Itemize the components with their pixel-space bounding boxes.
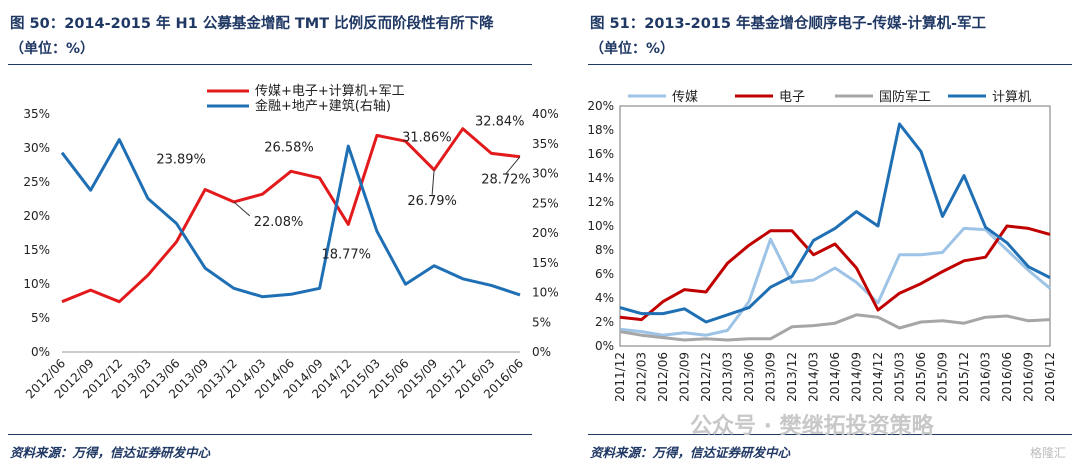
y-tick-label: 14%	[587, 171, 614, 185]
left-chart-title: 图 50：2014-2015 年 H1 公募基金增配 TMT 比例反而阶段性有所…	[10, 16, 494, 32]
right-y-tick-label: 10%	[532, 286, 559, 300]
y-tick-label: 16%	[587, 147, 614, 161]
series-line-media	[619, 226, 1051, 337]
right-chart-unit: （单位：%）	[590, 41, 675, 57]
data-label: 31.86%	[402, 130, 452, 145]
data-label: 26.58%	[264, 140, 314, 155]
left-chart-panel: 图 50：2014-2015 年 H1 公募基金增配 TMT 比例反而阶段性有所…	[8, 16, 559, 460]
plot-area-frame	[619, 105, 1051, 347]
data-label: 22.08%	[254, 215, 304, 230]
left-y-tick-label: 35%	[23, 107, 50, 121]
left-y-tick-label: 5%	[31, 311, 50, 325]
watermark-text: 公众号 · 樊继拓投资策略	[690, 414, 934, 439]
right-y-tick-label: 30%	[532, 167, 559, 181]
x-tick-label: 2016/09	[1022, 352, 1036, 402]
right-y-tick-label: 20%	[532, 226, 559, 240]
right-chart-title: 图 51：2013-2015 年基金增仓顺序电子-传媒-计算机-军工	[590, 16, 987, 32]
right-line-chart: 0% 2% 4% 6% 8% 10% 12% 14% 16% 18% 20% 2011/12 2012/…	[587, 89, 1057, 402]
x-tick-label: 2016/12	[1043, 352, 1057, 402]
x-tick-label: 2015/03	[893, 352, 907, 402]
data-label: 23.89%	[156, 153, 206, 168]
x-tick-label: 2014/09	[850, 352, 864, 402]
y-tick-label: 2%	[595, 315, 614, 329]
x-tick-label: 2015/09	[936, 352, 950, 402]
x-tick-label: 2015/12	[957, 352, 971, 402]
watermark-logo: 格隆汇	[1030, 446, 1067, 460]
y-tick-label: 4%	[595, 291, 614, 305]
x-tick-label: 2013/12	[785, 352, 799, 402]
series-line-tmt	[61, 127, 521, 304]
x-tick-label: 2013/09	[764, 352, 778, 402]
y-tick-label: 0%	[595, 339, 614, 353]
x-tick-label: 2015/06	[914, 352, 928, 402]
right-top-rule	[588, 64, 1072, 65]
legend-label: 计算机	[992, 90, 1031, 105]
left-chart-source: 资料来源：万得，信达证券研发中心	[10, 445, 211, 460]
data-label: 28.72%	[481, 173, 531, 188]
y-tick-label: 18%	[587, 123, 614, 137]
x-tick-label: 2012/09	[678, 352, 692, 402]
left-y-tick-label: 25%	[23, 175, 50, 189]
left-bottom-rule	[8, 434, 532, 435]
x-tick-label: 2016/03	[979, 352, 993, 402]
x-tick-label: 2014/06	[828, 352, 842, 402]
series-line-finance	[60, 138, 521, 299]
legend-label: 电子	[779, 90, 805, 105]
y-tick-label: 10%	[587, 219, 614, 233]
legend-label: 国防军工	[879, 89, 931, 105]
left-top-rule	[8, 64, 532, 65]
x-tick-label: 2013/06	[742, 352, 756, 402]
y-tick-label: 12%	[587, 195, 614, 209]
x-tick-label: 2013/03	[721, 352, 735, 402]
right-y-tick-label: 5%	[532, 315, 551, 329]
y-tick-label: 8%	[595, 243, 614, 257]
left-line-chart: 0% 5% 10% 15% 20% 25% 30% 35% 0% 5% 10% 15% 20% 25% 30…	[23, 84, 559, 401]
legend-label: 传媒	[672, 90, 698, 105]
legend-label: 金融+地产+建筑(右轴)	[255, 98, 391, 114]
left-y-tick-label: 20%	[23, 209, 50, 223]
data-label: 18.77%	[321, 247, 371, 262]
y-tick-label: 20%	[587, 99, 614, 113]
x-tick-label: 2012/03	[635, 352, 649, 402]
x-tick-label: 2014/12	[871, 352, 885, 402]
right-bottom-rule	[588, 434, 1072, 435]
x-tick-label: 2011/12	[613, 352, 627, 402]
right-chart-source: 资料来源：万得，信达证券研发中心	[590, 445, 791, 460]
x-tick-label: 2012/06	[656, 352, 670, 402]
x-tick-label: 2012/12	[699, 352, 713, 402]
right-y-tick-label: 25%	[532, 196, 559, 210]
y-tick-label: 6%	[595, 267, 614, 281]
right-y-tick-label: 15%	[532, 256, 559, 270]
right-y-tick-label: 35%	[532, 137, 559, 151]
left-y-tick-label: 15%	[23, 243, 50, 257]
right-y-tick-label: 40%	[532, 107, 559, 121]
right-chart-panel: 图 51：2013-2015 年基金增仓顺序电子-传媒-计算机-军工 （单位：%…	[580, 0, 1080, 468]
data-label: 26.79%	[407, 194, 457, 209]
left-chart-unit: （单位：%）	[10, 41, 95, 57]
x-tick-label: 2014/03	[807, 352, 821, 402]
legend-label: 传媒+电子+计算机+军工	[255, 84, 405, 99]
series-line-defense	[619, 313, 1051, 342]
left-y-tick-label: 30%	[23, 141, 50, 155]
annotation-leader	[233, 201, 251, 217]
annotation-leader	[505, 156, 521, 175]
data-label: 32.84%	[475, 115, 525, 130]
left-y-tick-label: 10%	[23, 277, 50, 291]
x-tick-label: 2016/06	[1000, 352, 1014, 402]
right-y-tick-label: 0%	[532, 345, 551, 359]
annotation-leader	[431, 169, 435, 195]
series-line-electronics	[619, 224, 1051, 322]
left-y-tick-label: 0%	[31, 345, 50, 359]
series-line-computer	[619, 122, 1051, 324]
